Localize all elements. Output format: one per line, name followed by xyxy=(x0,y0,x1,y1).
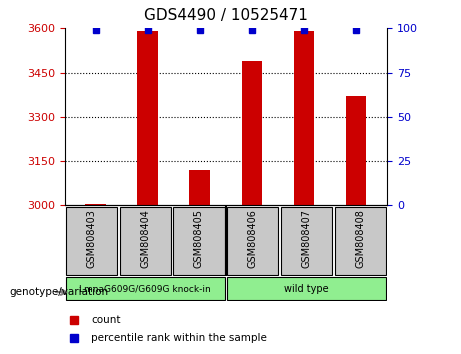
Bar xyxy=(173,207,225,275)
Text: GSM808405: GSM808405 xyxy=(194,209,204,268)
Bar xyxy=(137,31,158,205)
Text: GSM808404: GSM808404 xyxy=(140,209,150,268)
Text: LmnaG609G/G609G knock-in: LmnaG609G/G609G knock-in xyxy=(79,284,211,293)
Text: count: count xyxy=(91,315,121,325)
Bar xyxy=(346,96,366,205)
Bar xyxy=(66,278,225,299)
Text: percentile rank within the sample: percentile rank within the sample xyxy=(91,333,267,343)
Bar xyxy=(227,207,278,275)
Bar xyxy=(189,170,210,205)
Bar xyxy=(85,204,106,205)
Text: GSM808407: GSM808407 xyxy=(301,209,312,268)
Text: genotype/variation: genotype/variation xyxy=(9,287,108,297)
Bar xyxy=(119,207,171,275)
Text: GSM808403: GSM808403 xyxy=(86,209,96,268)
Bar xyxy=(242,61,262,205)
Bar xyxy=(66,207,117,275)
Bar xyxy=(281,207,332,275)
Text: wild type: wild type xyxy=(284,284,329,293)
Bar xyxy=(227,278,386,299)
Text: GSM808408: GSM808408 xyxy=(355,209,366,268)
Title: GDS4490 / 10525471: GDS4490 / 10525471 xyxy=(144,8,308,23)
Text: GSM808406: GSM808406 xyxy=(248,209,258,268)
Bar xyxy=(335,207,386,275)
Bar xyxy=(294,31,314,205)
